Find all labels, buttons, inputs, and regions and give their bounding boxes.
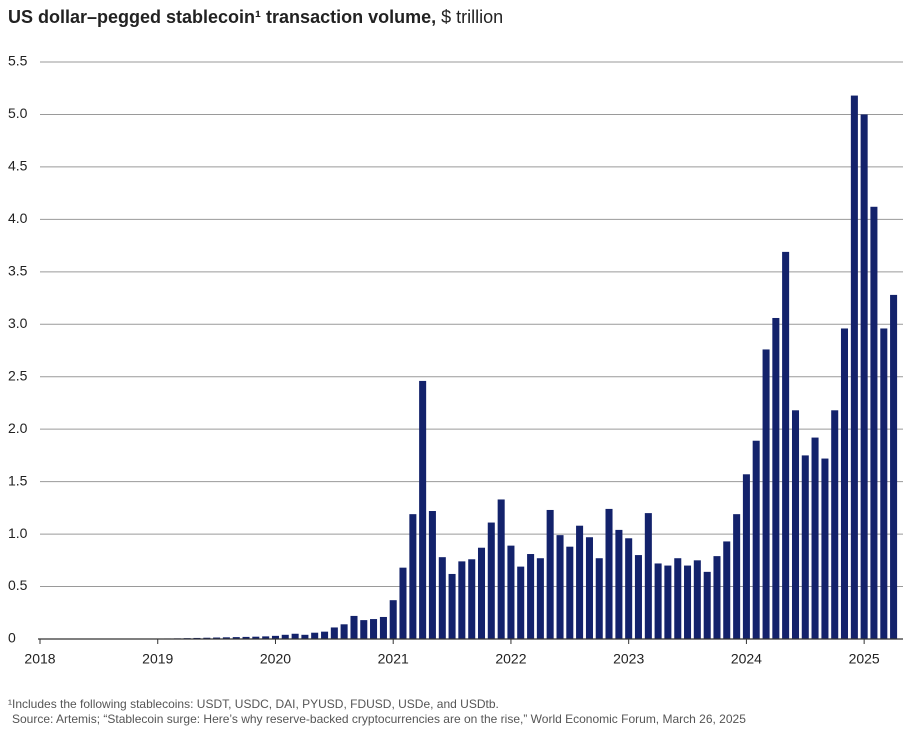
- bar: [762, 349, 770, 639]
- bar: [409, 514, 417, 639]
- footnote: ¹Includes the following stablecoins: USD…: [8, 697, 499, 711]
- bar: [821, 458, 829, 639]
- bar: [605, 508, 613, 639]
- bar: [232, 637, 240, 639]
- y-tick-label: 2.5: [8, 367, 28, 383]
- bar: [772, 317, 780, 639]
- bar: [644, 513, 652, 639]
- bar: [723, 541, 731, 639]
- x-tick-label: 2019: [142, 651, 173, 667]
- x-tick-label: 2024: [731, 651, 762, 667]
- bar: [556, 535, 564, 639]
- bar: [890, 294, 898, 639]
- bar: [291, 633, 299, 639]
- bar: [301, 634, 309, 639]
- bar: [419, 380, 427, 639]
- bar: [870, 206, 878, 640]
- y-tick-label: 3.0: [8, 315, 28, 331]
- bar: [350, 615, 358, 639]
- x-tick-label: 2023: [613, 651, 644, 667]
- bar: [370, 619, 378, 639]
- y-tick-label: 2.0: [8, 420, 28, 436]
- bar: [742, 474, 750, 639]
- bar: [487, 522, 495, 639]
- bar: [625, 538, 633, 639]
- bar: [517, 566, 525, 639]
- bar: [801, 455, 809, 639]
- bar: [507, 545, 515, 639]
- bar: [389, 600, 397, 639]
- bar: [831, 410, 839, 639]
- bar: [360, 620, 368, 639]
- bar: [536, 558, 544, 639]
- bar: [782, 251, 790, 640]
- bar: [497, 499, 505, 639]
- bar: [674, 558, 682, 639]
- y-tick-label: 4.0: [8, 210, 28, 226]
- bar: [458, 561, 466, 639]
- bar: [448, 573, 456, 639]
- bar: [321, 631, 329, 639]
- bar: [664, 565, 672, 639]
- bar: [811, 437, 819, 639]
- bar: [850, 95, 858, 639]
- bar: [615, 529, 623, 639]
- bar: [527, 554, 535, 639]
- bar: [213, 637, 221, 639]
- y-tick-label: 5.0: [8, 105, 28, 121]
- bar: [880, 328, 888, 639]
- bar: [840, 328, 849, 639]
- bar: [330, 627, 338, 639]
- y-tick-label: 1.0: [8, 525, 28, 541]
- bar: [860, 114, 868, 640]
- bar: [703, 571, 711, 639]
- bar: [634, 555, 642, 639]
- bar: [340, 624, 348, 639]
- bar: [546, 509, 554, 639]
- bar: [242, 636, 250, 639]
- bar: [693, 560, 701, 639]
- y-tick-label: 0.5: [8, 577, 28, 593]
- bar: [222, 637, 230, 639]
- bar: [399, 567, 407, 639]
- bar: [477, 547, 486, 639]
- bar: [752, 440, 760, 639]
- x-tick-label: 2025: [849, 651, 880, 667]
- bar: [252, 636, 260, 639]
- bar: [428, 511, 436, 639]
- unit: $ trillion: [441, 7, 503, 27]
- y-tick-label: 4.5: [8, 158, 28, 174]
- bar: [585, 537, 593, 639]
- y-tick-label: 0: [8, 630, 16, 646]
- bar: [311, 632, 319, 639]
- bar: [791, 410, 800, 639]
- bar: [654, 563, 662, 639]
- y-tick-label: 5.5: [8, 53, 28, 69]
- bar: [379, 616, 387, 639]
- bar: [271, 635, 279, 639]
- x-tick-label: 2021: [378, 651, 409, 667]
- bar: [684, 565, 692, 639]
- x-tick-label: 2022: [495, 651, 526, 667]
- bar: [281, 634, 289, 639]
- y-tick-label: 3.5: [8, 263, 28, 279]
- chart-title: US dollar–pegged stablecoin¹ transaction…: [8, 7, 436, 27]
- bar: [576, 525, 584, 639]
- y-tick-label: 1.5: [8, 472, 28, 488]
- bar: [262, 636, 270, 639]
- bar: [468, 559, 476, 639]
- bar: [595, 558, 603, 639]
- bar: [733, 514, 741, 639]
- x-tick-label: 2018: [24, 651, 55, 667]
- bar: [713, 556, 721, 639]
- chart-title-group: US dollar–pegged stablecoin¹ transaction…: [8, 7, 503, 27]
- x-tick-label: 2020: [260, 651, 291, 667]
- source: Source: Artemis; “Stablecoin surge: Here…: [12, 712, 746, 726]
- bar: [438, 557, 446, 639]
- bar: [203, 637, 211, 639]
- bar: [566, 546, 574, 639]
